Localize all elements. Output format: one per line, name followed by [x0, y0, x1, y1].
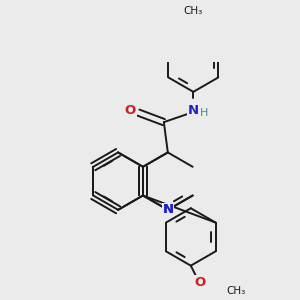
Text: CH₃: CH₃	[226, 286, 245, 296]
Text: H: H	[200, 108, 209, 118]
Text: N: N	[188, 104, 199, 118]
Text: O: O	[125, 104, 136, 118]
Text: CH₃: CH₃	[184, 6, 203, 16]
Text: N: N	[162, 203, 173, 216]
Text: O: O	[194, 276, 205, 289]
Text: N: N	[162, 203, 173, 216]
